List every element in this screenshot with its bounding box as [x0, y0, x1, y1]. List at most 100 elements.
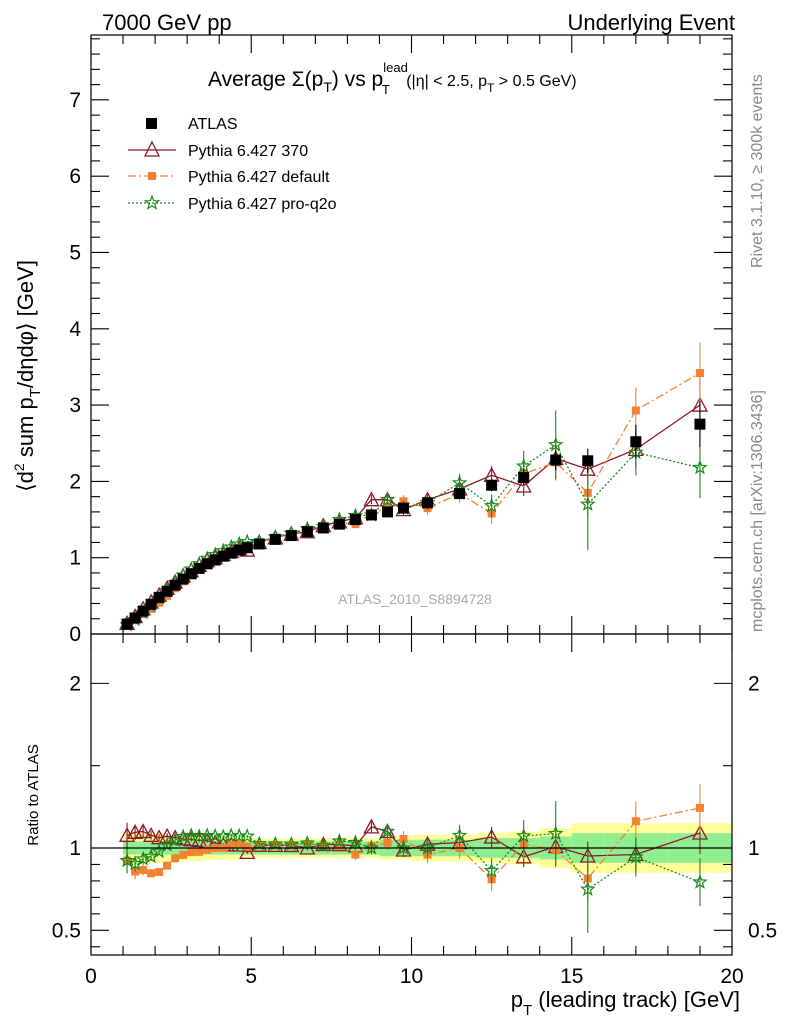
point-pq2o-ratio — [579, 881, 596, 896]
series-line-pq2o-ratio — [126, 830, 701, 891]
point-pdef-ratio — [243, 842, 252, 851]
point-pdef-ratio — [399, 835, 408, 844]
point-pq2o-ratio — [692, 873, 708, 889]
point-pq2o-ratio — [239, 828, 256, 843]
point-pq2o-main — [547, 436, 564, 452]
ratio-frame — [90, 633, 733, 956]
point-atlas-main — [137, 605, 149, 617]
point-pdef-ratio — [235, 839, 244, 848]
legend-label-pdef: Pythia 6.427 default — [188, 169, 330, 186]
point-atlas-main — [317, 522, 329, 534]
point-atlas-main — [185, 568, 197, 580]
point-atlas-main — [225, 547, 237, 559]
legend-label-atlas: ATLAS — [188, 116, 238, 133]
point-pdef-ratio — [147, 869, 156, 878]
y-tick-label-main: 4 — [69, 318, 81, 341]
series-line-pq2o-main — [126, 443, 701, 626]
point-p370-ratio — [239, 843, 256, 860]
main-title: Average Σ(pT) vs plead T (|η| < 2.5, pT >… — [208, 60, 577, 97]
point-pq2o-ratio — [395, 839, 412, 855]
legend-entry-pq2o: Pythia 6.427 pro-q2o — [128, 194, 337, 213]
point-atlas-main — [193, 562, 205, 574]
point-pdef-main — [631, 406, 640, 415]
point-pdef-ratio — [187, 848, 196, 857]
process-label: Underlying Event — [567, 10, 735, 35]
legend-marker-pdef — [148, 172, 156, 180]
x-tick-label: 15 — [560, 965, 583, 988]
legend-marker-atlas — [146, 118, 157, 129]
point-atlas-main — [121, 618, 133, 630]
point-pdef-ratio — [171, 854, 180, 863]
legend-marker-pq2o — [143, 194, 161, 211]
ratio-y-tick-label-left: 0.5 — [52, 919, 81, 942]
point-p370-ratio — [691, 824, 709, 840]
x-tick-label: 5 — [245, 965, 257, 988]
point-pq2o-ratio — [283, 835, 300, 851]
ratio-y-tick-label-left: 2 — [69, 672, 81, 695]
point-atlas-main — [285, 530, 297, 542]
legend: ATLAS Pythia 6.427 370 Pythia 6.427 defa… — [128, 116, 337, 213]
y-tick-label-main: 5 — [69, 241, 81, 264]
y-axis-label-ratio: Ratio to ATLAS — [25, 744, 42, 845]
y-tick-label-main: 6 — [69, 165, 81, 188]
x-axis-label: pT (leading track) [GeV] — [511, 987, 740, 1019]
series-atlas-main — [121, 401, 706, 630]
point-pq2o-main — [379, 491, 396, 507]
point-pdef-ratio — [139, 865, 148, 874]
series-pdef-main — [123, 342, 704, 629]
rivet-label: Rivet 3.1.10, ≥ 300k events — [749, 74, 766, 268]
point-pq2o-ratio — [483, 862, 500, 878]
point-atlas-main — [269, 533, 281, 545]
series-line-pdef-main — [126, 372, 701, 626]
point-pq2o-ratio — [191, 828, 208, 844]
legend-entry-atlas: ATLAS — [146, 116, 238, 133]
point-atlas-main — [365, 509, 377, 521]
point-p370-ratio — [515, 848, 532, 864]
point-pq2o-ratio — [183, 827, 199, 843]
point-pq2o-main — [483, 497, 500, 513]
point-pq2o-ratio — [379, 823, 396, 839]
point-atlas-main — [209, 554, 221, 566]
ratio-y-tick-label-right: 1 — [748, 837, 760, 860]
main-panel: 0 1 2 3 4 5 6 7 — [69, 34, 733, 646]
y-tick-label-main: 1 — [69, 547, 81, 570]
point-pdef-ratio — [631, 817, 640, 826]
y-tick-label-main: 3 — [69, 394, 81, 417]
point-pq2o-ratio — [363, 839, 380, 855]
point-atlas-main — [153, 591, 165, 603]
point-pdef-ratio — [383, 838, 392, 847]
point-pq2o-ratio — [175, 828, 191, 844]
point-atlas-main — [145, 598, 157, 610]
point-atlas-main — [129, 612, 141, 624]
point-pdef-ratio — [155, 868, 164, 877]
point-pq2o-main — [579, 496, 596, 511]
point-atlas-main — [241, 542, 253, 554]
point-pq2o-ratio — [119, 852, 135, 868]
point-pq2o-ratio — [347, 834, 364, 850]
x-tick-label: 0 — [85, 965, 97, 988]
point-pq2o-ratio — [547, 825, 564, 841]
point-atlas-main — [518, 472, 530, 484]
point-atlas-main — [630, 436, 642, 448]
point-atlas-main — [397, 502, 409, 514]
ratio-y-tick-label-right: 2 — [748, 672, 760, 695]
point-pq2o-ratio — [251, 835, 267, 851]
y-tick-label-main: 2 — [69, 470, 81, 493]
point-pdef-ratio — [227, 840, 236, 849]
point-atlas-main — [550, 454, 562, 466]
x-tick-label: 20 — [720, 965, 743, 988]
point-pdef-ratio — [163, 861, 172, 870]
x-tick-label: 10 — [400, 965, 423, 988]
mcplots-label: mcplots.cern.ch [arXiv:1306.3436] — [749, 390, 766, 632]
point-p370-main — [515, 477, 532, 493]
point-atlas-main — [201, 558, 213, 570]
legend-entry-pdef: Pythia 6.427 default — [128, 169, 330, 186]
ratio-y-tick-label-left: 1 — [69, 837, 81, 860]
point-pdef-main — [695, 369, 704, 378]
point-p370-ratio — [134, 823, 152, 839]
point-pdef-ratio — [195, 847, 204, 856]
point-p370-main — [363, 491, 380, 507]
point-atlas-main — [169, 579, 181, 591]
y-tick-label-main: 0 — [69, 623, 81, 646]
